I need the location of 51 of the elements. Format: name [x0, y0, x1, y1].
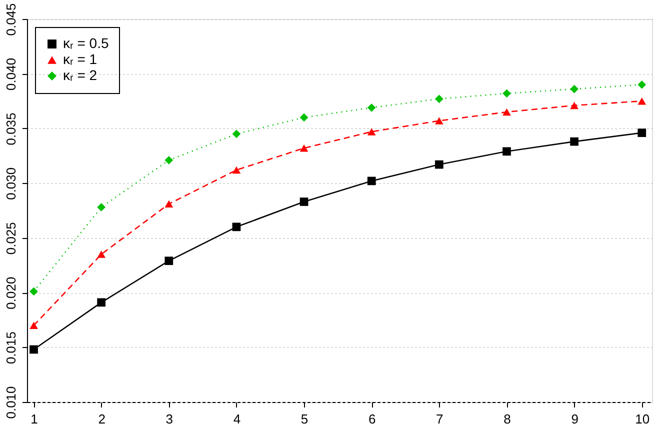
x-tick-label: 1: [30, 412, 38, 426]
y-tick-label: 0.040: [4, 58, 18, 90]
point: [232, 222, 241, 232]
point: [30, 287, 38, 296]
point: [570, 102, 578, 110]
legend-label: κᵣ = 0.5: [63, 35, 109, 51]
y-tick-label: 0.030: [4, 167, 18, 200]
x-tick-label: 3: [166, 412, 174, 426]
y-tick-label: 0.010: [4, 386, 18, 419]
point: [30, 345, 38, 354]
point: [638, 97, 646, 105]
legend-label: κᵣ = 1: [63, 51, 98, 67]
point: [434, 117, 444, 124]
point: [97, 250, 106, 258]
x-tick-label: 6: [368, 412, 376, 426]
point: [367, 128, 376, 136]
y-tick-label: 0.025: [4, 222, 18, 255]
point: [300, 198, 308, 206]
point: [232, 166, 241, 174]
legend-label: κᵣ = 2: [63, 67, 98, 83]
y-tick-label: 0.015: [4, 332, 18, 364]
y-tick-label: 0.035: [4, 112, 18, 146]
point: [232, 130, 241, 138]
point: [502, 147, 511, 156]
point: [367, 176, 376, 186]
x-tick-label: 5: [300, 412, 308, 426]
point: [97, 298, 106, 307]
point: [570, 84, 578, 94]
point: [97, 203, 106, 212]
point: [300, 144, 308, 152]
y-tick-label: 0.020: [4, 276, 18, 310]
x-tick-label: 10: [635, 412, 650, 426]
point: [434, 160, 444, 169]
point: [434, 94, 444, 104]
point: [367, 103, 376, 112]
point: [30, 322, 38, 330]
point: [300, 113, 308, 122]
point: [164, 156, 174, 164]
x-tick-label: 9: [571, 412, 578, 426]
x-tick-label: 2: [98, 412, 106, 426]
point: [638, 128, 646, 137]
point: [570, 137, 578, 146]
point: [638, 80, 646, 89]
x-tick-label: 8: [504, 412, 511, 426]
x-tick-label: 7: [436, 412, 444, 426]
y-tick-label: 0.045: [4, 3, 18, 36]
point: [502, 89, 511, 98]
point: [164, 256, 174, 266]
point: [502, 108, 511, 116]
point: [164, 200, 174, 208]
x-tick-label: 4: [233, 412, 241, 426]
